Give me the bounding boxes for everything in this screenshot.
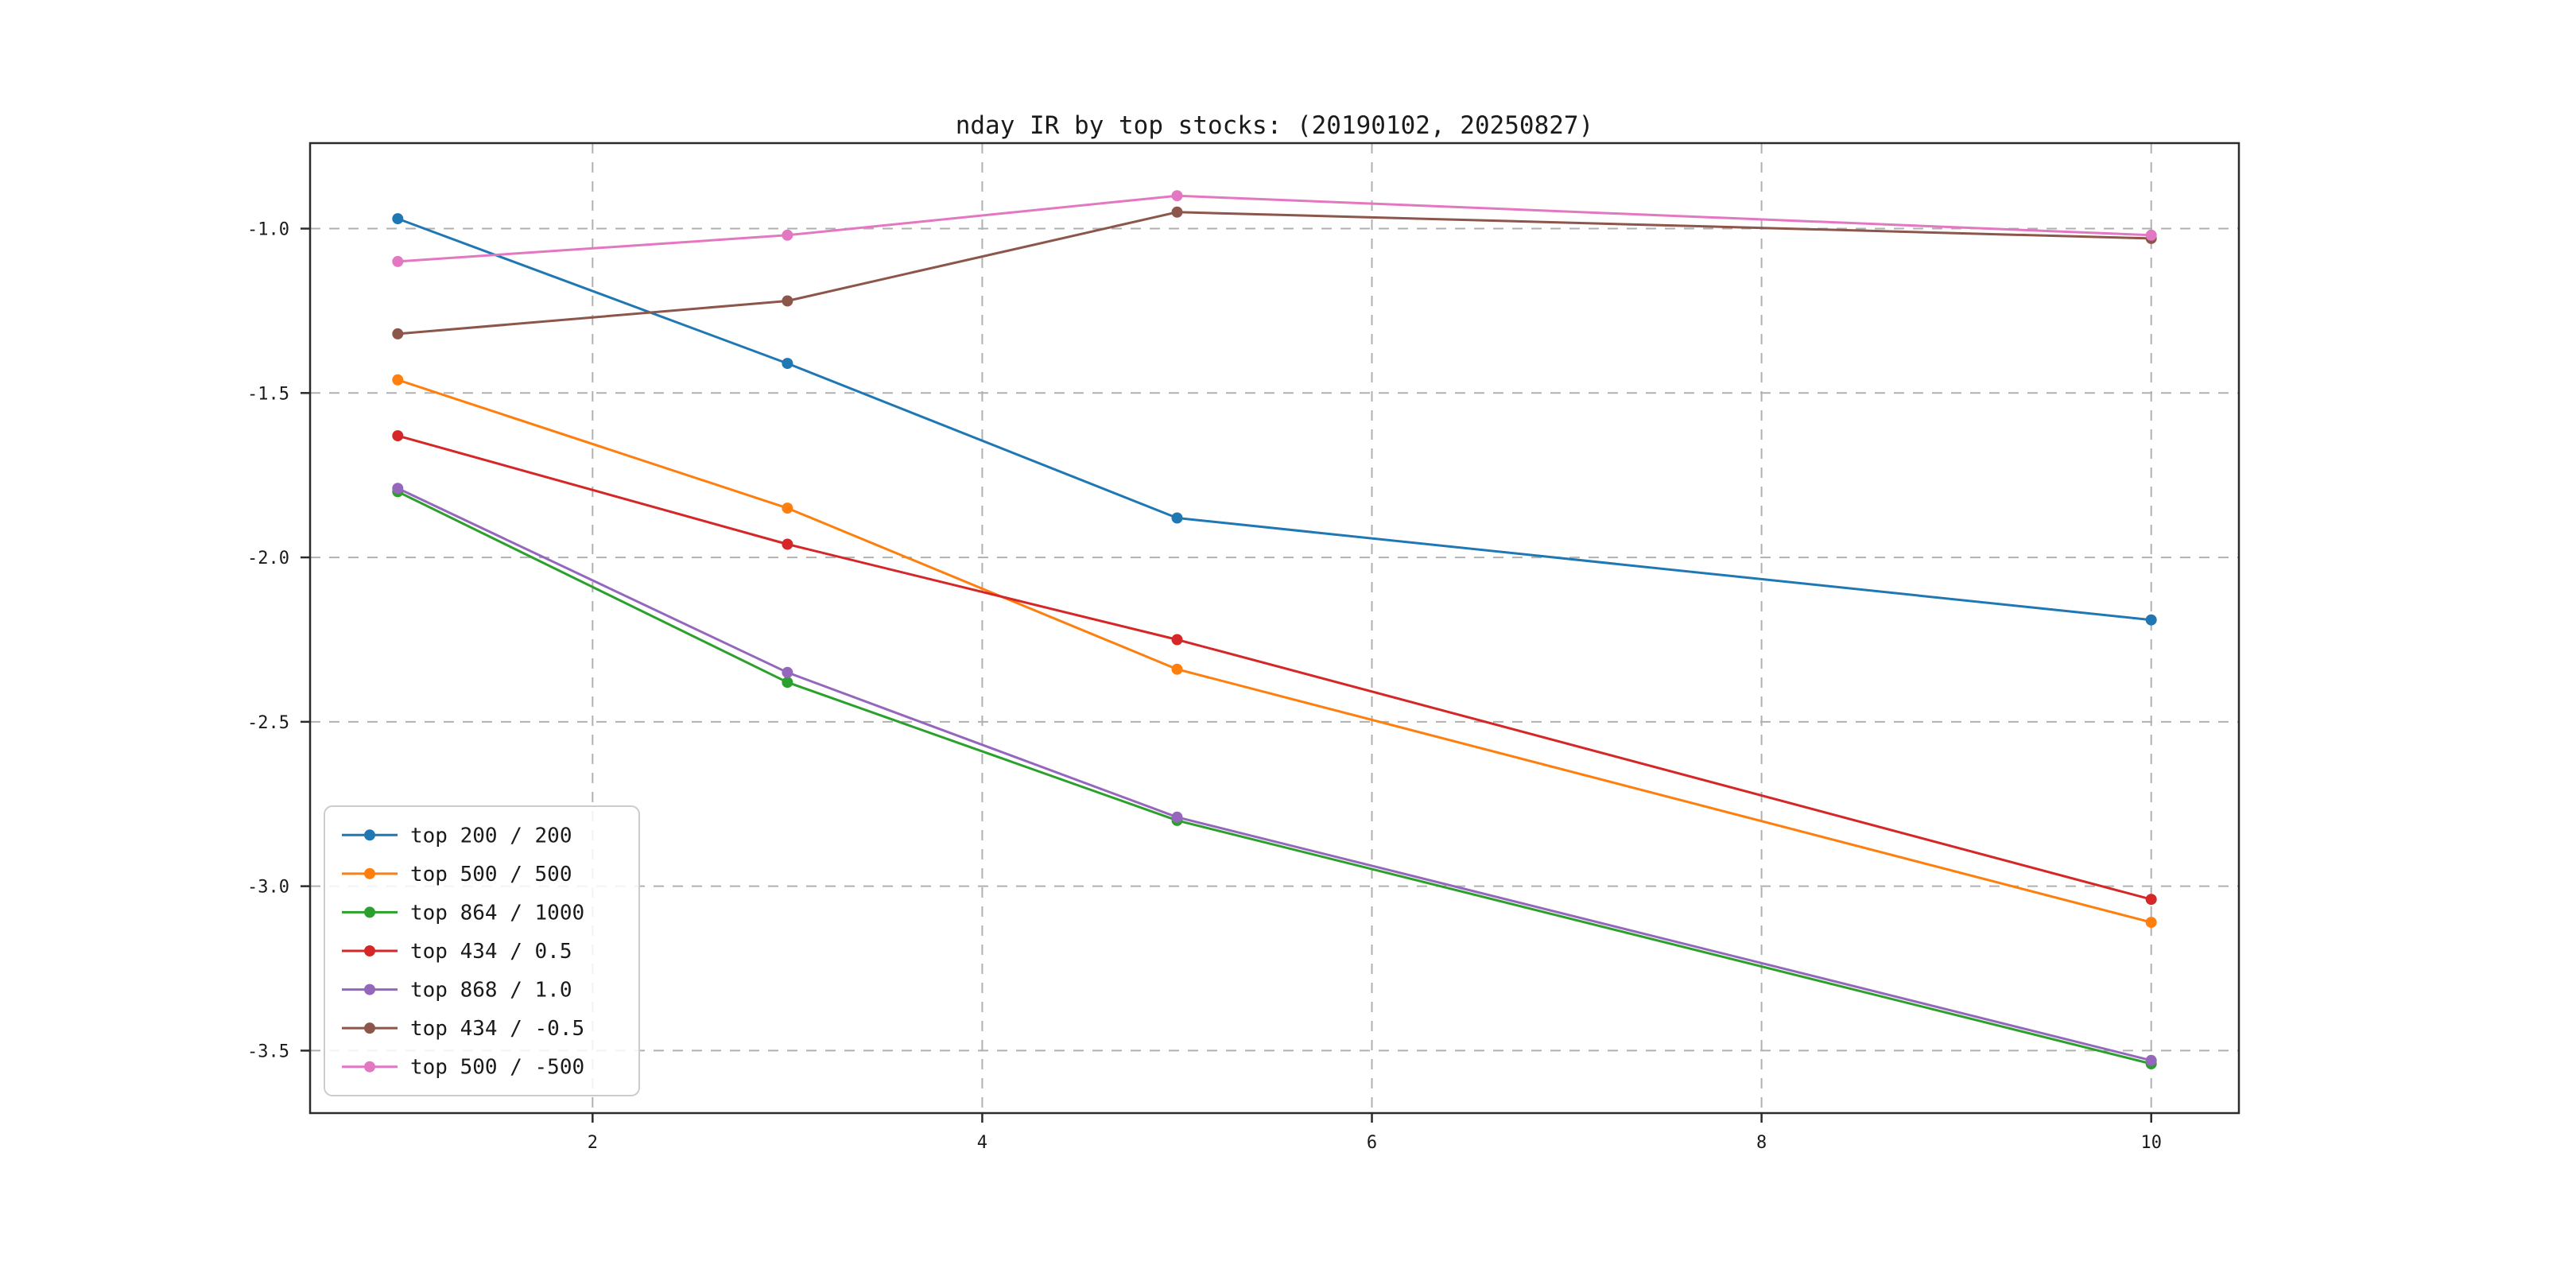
series-marker-top-434-0-5	[782, 295, 793, 307]
series-marker-top-434-0-5	[782, 538, 793, 550]
series-marker-top-500-500	[1171, 663, 1183, 675]
legend-marker-top-500-500	[364, 867, 375, 879]
y-tick-label: -2.5	[247, 713, 289, 733]
legend-label: top 868 / 1.0	[410, 979, 572, 1003]
series-line-top-200-200	[396, 217, 2153, 622]
legend-label: top 200 / 200	[410, 824, 572, 848]
series-marker-top-500-500	[1171, 190, 1183, 202]
series-marker-top-500-500	[782, 229, 793, 241]
series-marker-top-434-0-5	[1171, 206, 1183, 218]
series-marker-top-434-0-5	[1171, 634, 1183, 646]
series-marker-top-500-500	[392, 374, 404, 386]
legend-label: top 434 / 0.5	[410, 940, 572, 964]
legend-marker-top-500-500	[364, 1061, 375, 1073]
series-marker-top-434-0-5	[392, 328, 404, 339]
series-marker-top-500-500	[2145, 229, 2157, 241]
legend-marker-top-434-0-5	[364, 1022, 375, 1034]
plot-border	[308, 142, 2240, 1115]
series-marker-top-434-0-5	[2145, 894, 2157, 906]
series-marker-top-868-1-0	[2145, 1054, 2157, 1066]
y-tick-label: -1.0	[247, 220, 289, 240]
x-tick-label: 4	[977, 1133, 987, 1153]
series-marker-top-500-500	[392, 255, 404, 267]
x-tick-label: 8	[1756, 1133, 1767, 1153]
series-line-top-500-500	[396, 194, 2153, 263]
legend-marker-top-434-0-5	[364, 945, 375, 956]
legend-marker-top-868-1-0	[364, 983, 375, 995]
chart-title: nday IR by top stocks: (20190102, 202508…	[956, 111, 1594, 140]
series-line-top-500-500	[396, 378, 2153, 924]
x-tick-label: 10	[2140, 1133, 2162, 1153]
series-marker-top-200-200	[1171, 512, 1183, 524]
legend-label: top 864 / 1000	[410, 901, 584, 925]
series-marker-top-500-500	[2145, 917, 2157, 929]
series-marker-top-200-200	[392, 213, 404, 225]
series-marker-top-868-1-0	[392, 483, 404, 495]
series-line-top-864-1000	[396, 490, 2153, 1065]
legend-label: top 500 / -500	[410, 1056, 584, 1080]
legend-marker-top-200-200	[364, 829, 375, 841]
series-marker-top-864-1000	[782, 677, 793, 689]
x-tick-label: 2	[588, 1133, 598, 1153]
series-line-top-434-0-5	[396, 211, 2153, 336]
legend-box	[324, 805, 640, 1096]
x-tick-label: 6	[1367, 1133, 1377, 1153]
series-marker-top-868-1-0	[1171, 811, 1183, 823]
y-tick-label: -1.5	[247, 384, 289, 404]
series-marker-top-200-200	[2145, 614, 2157, 626]
series-marker-top-868-1-0	[782, 666, 793, 678]
series-marker-top-500-500	[782, 502, 793, 514]
y-tick-label: -3.5	[247, 1042, 289, 1061]
series-marker-top-434-0-5	[392, 430, 404, 442]
series-marker-top-200-200	[782, 358, 793, 370]
legend-label: top 434 / -0.5	[410, 1017, 584, 1041]
legend-marker-top-864-1000	[364, 906, 375, 918]
legend-label: top 500 / 500	[410, 863, 572, 886]
y-tick-label: -2.0	[247, 549, 289, 568]
series-line-top-434-0-5	[396, 434, 2153, 901]
y-tick-label: -3.0	[247, 878, 289, 898]
series-line-top-868-1-0	[396, 487, 2153, 1062]
